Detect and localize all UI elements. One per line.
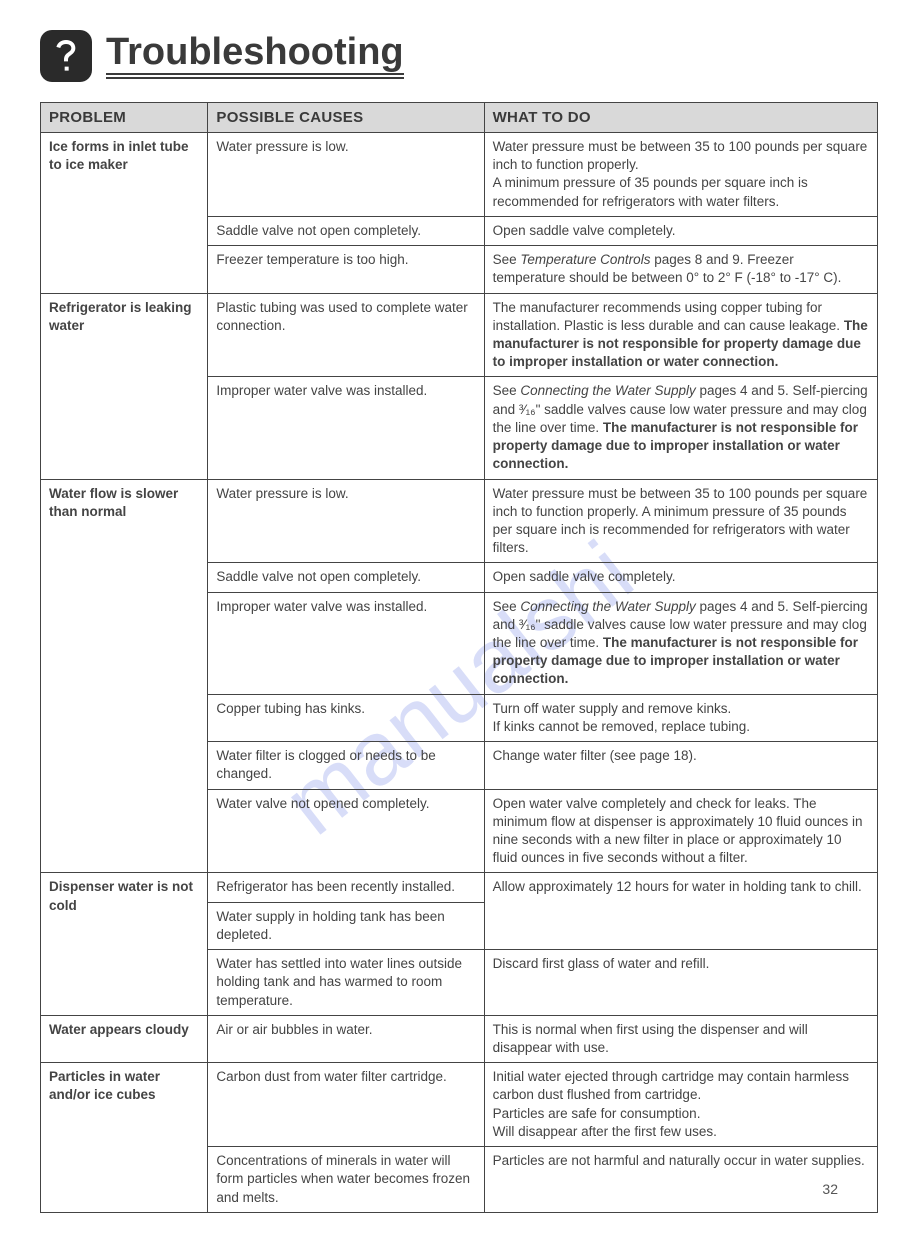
action-cell: Open water valve completely and check fo… <box>484 789 877 873</box>
action-cell: Water pressure must be between 35 to 100… <box>484 133 877 217</box>
cause-cell: Plastic tubing was used to complete wate… <box>208 293 484 377</box>
table-row: Ice forms in inlet tube to ice makerWate… <box>41 133 878 217</box>
cause-cell: Water has settled into water lines outsi… <box>208 950 484 1016</box>
cause-cell: Saddle valve not open completely. <box>208 563 484 592</box>
problem-cell: Refrigerator is leaking water <box>41 293 208 479</box>
page-title: Troubleshooting <box>106 33 404 79</box>
problem-cell: Water flow is slower than normal <box>41 479 208 873</box>
table-row: Refrigerator is leaking waterPlastic tub… <box>41 293 878 377</box>
problem-cell: Dispenser water is not cold <box>41 873 208 1015</box>
action-cell: Open saddle valve completely. <box>484 216 877 245</box>
cause-cell: Refrigerator has been recently installed… <box>208 873 484 902</box>
cause-cell: Water valve not opened completely. <box>208 789 484 873</box>
cause-cell: Concentrations of minerals in water will… <box>208 1147 484 1213</box>
cause-cell: Water pressure is low. <box>208 133 484 217</box>
col-header-problem: PROBLEM <box>41 103 208 133</box>
action-cell: Initial water ejected through cartridge … <box>484 1063 877 1147</box>
page-number: 32 <box>822 1181 838 1197</box>
problem-cell: Ice forms in inlet tube to ice maker <box>41 133 208 294</box>
cause-cell: Air or air bubbles in water. <box>208 1015 484 1062</box>
problem-cell: Particles in water and/or ice cubes <box>41 1063 208 1213</box>
question-mark-icon <box>40 30 92 82</box>
action-cell: This is normal when first using the disp… <box>484 1015 877 1062</box>
action-cell: Particles are not harmful and naturally … <box>484 1147 877 1213</box>
action-cell: Allow approximately 12 hours for water i… <box>484 873 877 950</box>
table-row: Dispenser water is not coldRefrigerator … <box>41 873 878 902</box>
action-cell: Turn off water supply and remove kinks.I… <box>484 694 877 741</box>
cause-cell: Carbon dust from water filter cartridge. <box>208 1063 484 1147</box>
col-header-action: WHAT TO DO <box>484 103 877 133</box>
action-cell: Change water filter (see page 18). <box>484 742 877 789</box>
table-row: Water appears cloudyAir or air bubbles i… <box>41 1015 878 1062</box>
cause-cell: Saddle valve not open completely. <box>208 216 484 245</box>
action-cell: See Connecting the Water Supply pages 4 … <box>484 592 877 694</box>
cause-cell: Water filter is clogged or needs to be c… <box>208 742 484 789</box>
cause-cell: Water pressure is low. <box>208 479 484 563</box>
action-cell: See Temperature Controls pages 8 and 9. … <box>484 246 877 293</box>
troubleshooting-table: PROBLEM POSSIBLE CAUSES WHAT TO DO Ice f… <box>40 102 878 1213</box>
cause-cell: Copper tubing has kinks. <box>208 694 484 741</box>
action-cell: Water pressure must be between 35 to 100… <box>484 479 877 563</box>
action-cell: Discard first glass of water and refill. <box>484 950 877 1016</box>
action-cell: Open saddle valve completely. <box>484 563 877 592</box>
cause-cell: Improper water valve was installed. <box>208 377 484 479</box>
table-row: Water flow is slower than normalWater pr… <box>41 479 878 563</box>
table-row: Particles in water and/or ice cubesCarbo… <box>41 1063 878 1147</box>
cause-cell: Freezer temperature is too high. <box>208 246 484 293</box>
page-header: Troubleshooting <box>40 30 878 82</box>
action-cell: The manufacturer recommends using copper… <box>484 293 877 377</box>
problem-cell: Water appears cloudy <box>41 1015 208 1062</box>
cause-cell: Improper water valve was installed. <box>208 592 484 694</box>
cause-cell: Water supply in holding tank has been de… <box>208 902 484 949</box>
col-header-causes: POSSIBLE CAUSES <box>208 103 484 133</box>
action-cell: See Connecting the Water Supply pages 4 … <box>484 377 877 479</box>
